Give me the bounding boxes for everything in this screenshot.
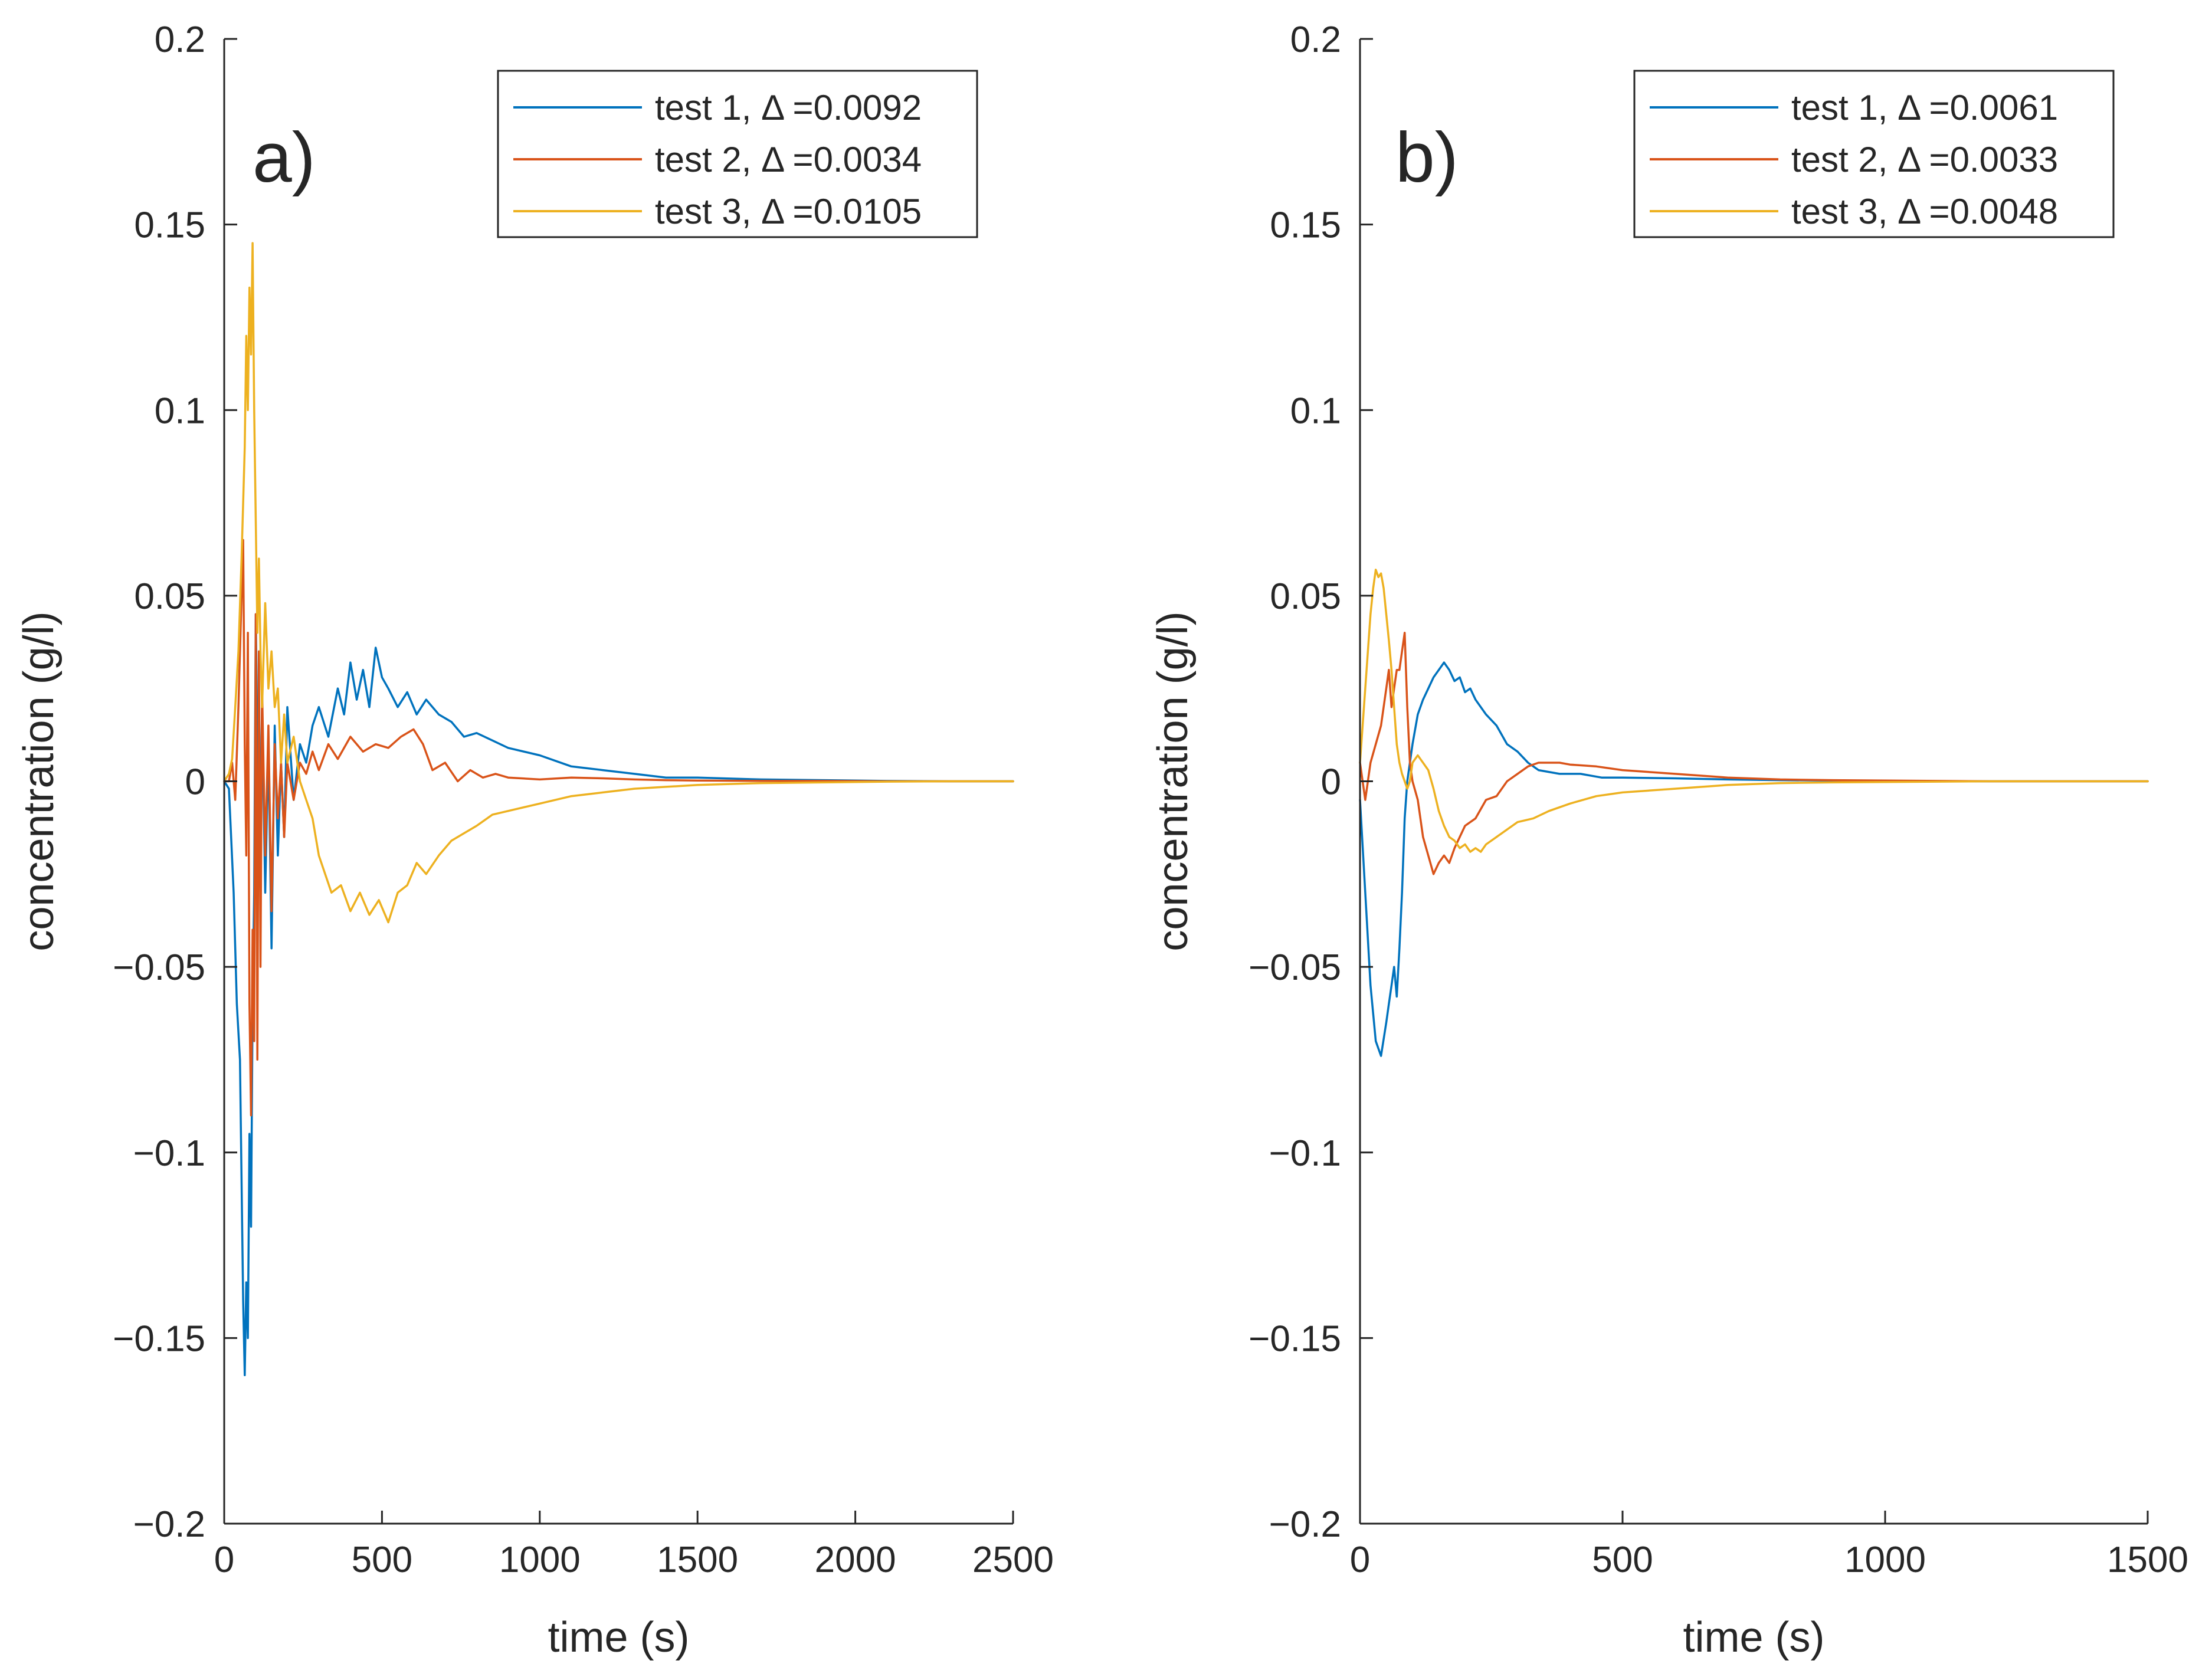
x-tick-label: 500	[1592, 1540, 1653, 1580]
chart-panel-a: 0 500 1000 1500 2000 2500 −0.2 −0.15 −0.1 −0.05 0 0…	[15, 19, 1054, 1661]
y-tick-label: 0.2	[1290, 19, 1341, 60]
x-tick-label: 1500	[2107, 1540, 2188, 1580]
panel-label: a)	[253, 118, 316, 197]
legend-entry-test-2: test 2, Δ =0.0033	[1791, 140, 2058, 179]
panel-label: b)	[1395, 118, 1459, 197]
y-axis-title: concentration (g/l)	[1149, 611, 1197, 951]
series-line-test-3	[1359, 569, 2149, 853]
series-group	[223, 242, 1014, 1377]
series-group	[1359, 569, 2149, 1057]
x-tick-label: 2000	[815, 1540, 896, 1580]
legend-entry-test-3: test 3, Δ =0.0105	[655, 192, 922, 231]
x-axis-title: time (s)	[1683, 1614, 1825, 1661]
y-tick-label: −0.1	[1269, 1133, 1341, 1174]
y-tick-label: 0.15	[134, 205, 205, 246]
legend-entry-test-2: test 2, Δ =0.0034	[655, 140, 922, 179]
x-tick-label: 1000	[1844, 1540, 1926, 1580]
series-line-test-2	[223, 539, 1014, 1117]
legend-entry-test-1: test 1, Δ =0.0061	[1791, 88, 2058, 127]
legend-box	[1633, 70, 2115, 238]
legend-entry-test-1: test 1, Δ =0.0092	[655, 88, 922, 127]
legend-box	[497, 70, 978, 238]
y-tick-label: −0.05	[113, 947, 205, 988]
y-tick-label: 0	[185, 762, 205, 803]
y-tick-label: −0.15	[1248, 1318, 1341, 1359]
y-tick-label: −0.1	[133, 1133, 205, 1174]
y-tick-label: −0.15	[113, 1318, 205, 1359]
series-line-test-2	[1359, 632, 2149, 875]
series-line-test-1	[1359, 661, 2149, 1057]
x-axis-title: time (s)	[548, 1614, 690, 1661]
x-tick-label: 0	[1350, 1540, 1370, 1580]
y-tick-label: 0.1	[1290, 390, 1341, 431]
y-tick-label: −0.2	[1269, 1504, 1341, 1545]
x-tick-label: 1000	[499, 1540, 581, 1580]
y-tick-label: −0.2	[133, 1504, 205, 1545]
y-tick-label: 0.1	[155, 390, 205, 431]
series-line-test-1	[223, 613, 1014, 1377]
chart-panel-b: 0 500 1000 1500 −0.2 −0.15 −0.1 −0.05 0 0.05 0.1 0.…	[1149, 19, 2188, 1661]
legend: test 1, Δ =0.0061 test 2, Δ =0.0033 test 3…	[1633, 70, 2115, 238]
x-tick-label: 0	[214, 1540, 234, 1580]
y-tick-label: 0.05	[134, 576, 205, 617]
y-tick-label: 0.2	[155, 19, 205, 60]
legend: test 1, Δ =0.0092 test 2, Δ =0.0034 test 3…	[497, 70, 978, 238]
x-tick-label: 500	[352, 1540, 412, 1580]
y-tick-label: 0.15	[1270, 205, 1341, 246]
y-tick-label: 0.05	[1270, 576, 1341, 617]
series-line-test-3	[223, 242, 1014, 924]
y-tick-label: −0.05	[1248, 947, 1341, 988]
y-axis-title: concentration (g/l)	[15, 611, 63, 951]
legend-entry-test-3: test 3, Δ =0.0048	[1791, 192, 2058, 231]
x-tick-label: 2500	[972, 1540, 1054, 1580]
y-tick-label: 0	[1321, 762, 1341, 803]
x-tick-label: 1500	[657, 1540, 738, 1580]
